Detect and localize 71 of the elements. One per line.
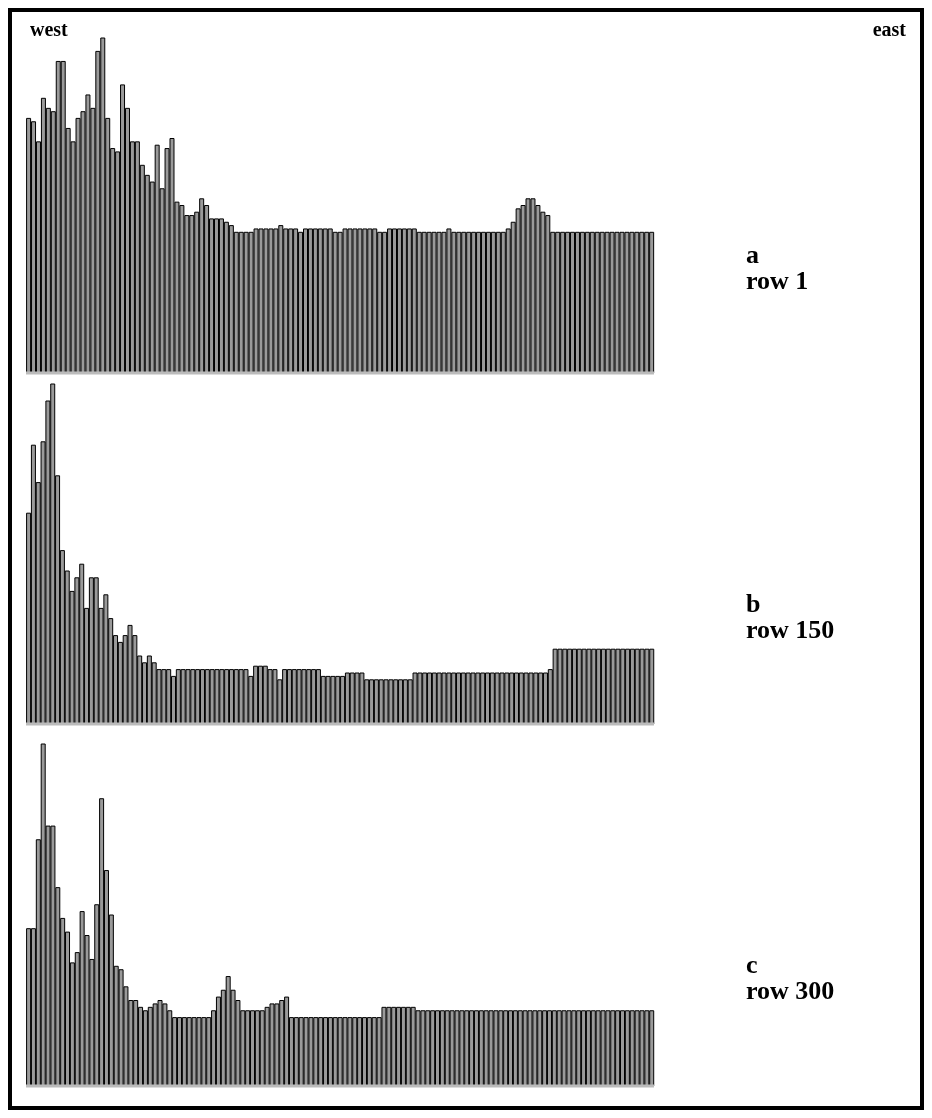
bar — [293, 1017, 299, 1087]
bar — [303, 1017, 309, 1087]
bar — [488, 1010, 494, 1087]
bar — [402, 679, 408, 725]
text: row 150 — [746, 615, 835, 644]
bar — [191, 1017, 197, 1087]
bar — [634, 1010, 640, 1087]
bar — [552, 648, 558, 725]
bar — [416, 231, 422, 374]
bar — [439, 1010, 445, 1087]
bar — [571, 648, 577, 725]
bar — [228, 669, 234, 725]
bar — [248, 231, 254, 374]
bar — [30, 444, 36, 725]
bar — [175, 669, 181, 725]
bar — [441, 672, 447, 725]
bar — [383, 679, 389, 725]
bar — [296, 669, 302, 725]
text: east — [872, 18, 906, 41]
bar — [489, 672, 495, 725]
bar — [327, 228, 333, 374]
bar — [551, 1010, 557, 1087]
bar — [478, 1010, 484, 1087]
bar — [610, 648, 616, 725]
bar — [581, 648, 587, 725]
bar — [415, 1010, 421, 1087]
bar — [209, 669, 215, 725]
bar — [147, 1006, 153, 1087]
bar — [181, 1017, 187, 1087]
bar — [594, 231, 600, 374]
bar — [286, 669, 292, 725]
bar — [604, 231, 610, 374]
bar — [600, 1010, 606, 1087]
bar — [325, 675, 331, 725]
bar — [512, 1010, 518, 1087]
bar — [366, 1017, 372, 1087]
bar — [561, 1010, 567, 1087]
bar — [515, 208, 521, 374]
bar — [590, 1010, 596, 1087]
bar — [426, 231, 432, 374]
bar — [199, 669, 205, 725]
bar — [499, 672, 505, 725]
bar — [315, 669, 321, 725]
bar — [624, 1010, 630, 1087]
bar — [26, 117, 32, 374]
bar — [513, 672, 519, 725]
bar — [26, 928, 32, 1087]
bar — [337, 231, 343, 374]
bar — [629, 648, 635, 725]
text: row 1 — [746, 266, 809, 295]
bar — [185, 669, 191, 725]
bar — [332, 1017, 338, 1087]
bar — [431, 672, 437, 725]
bar — [264, 1006, 270, 1087]
text: a — [746, 240, 759, 269]
annotation: west — [30, 18, 68, 41]
bar — [542, 672, 548, 725]
bar — [344, 672, 350, 725]
bar — [523, 672, 529, 725]
bar — [238, 231, 244, 374]
bar — [470, 672, 476, 725]
bar — [254, 1010, 260, 1087]
text: b — [746, 589, 761, 618]
bar — [412, 672, 418, 725]
bar — [522, 1010, 528, 1087]
bar — [639, 648, 645, 725]
bar — [449, 1010, 455, 1087]
bar — [373, 679, 379, 725]
bar — [600, 648, 606, 725]
bar — [342, 1017, 348, 1087]
bar — [460, 672, 466, 725]
